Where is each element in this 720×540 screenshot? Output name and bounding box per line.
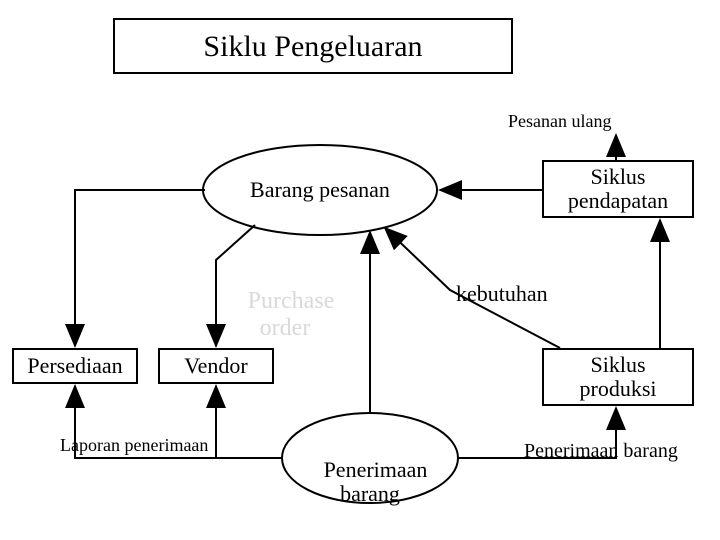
penerimaan-barang-label: Penerimaan barang — [300, 434, 440, 507]
vendor-label: Vendor — [184, 354, 248, 378]
siklus-produksi-label: Siklus produksi — [580, 353, 657, 401]
persediaan-label: Persediaan — [27, 354, 122, 378]
pesanan-ulang-label: Pesanan ulang — [508, 112, 611, 132]
node-vendor: Vendor — [158, 348, 274, 384]
node-siklus-produksi: Siklus produksi — [542, 348, 694, 406]
node-siklus-pendapatan: Siklus pendapatan — [542, 160, 694, 218]
laporan-penerimaan-label: Laporan penerimaan — [60, 436, 208, 456]
node-persediaan: Persediaan — [12, 348, 138, 384]
barang-pesanan-label: Barang pesanan — [225, 178, 415, 202]
title-box: Siklu Pengeluaran — [113, 18, 513, 74]
purchase-order-label: Purchase order — [225, 262, 345, 341]
siklus-pendapatan-label: Siklus pendapatan — [568, 165, 668, 213]
title-label: Siklu Pengeluaran — [203, 30, 422, 63]
kebutuhan-label: kebutuhan — [456, 282, 548, 306]
penerimaan-barang-2-label: Penerimaan barang — [524, 440, 678, 462]
